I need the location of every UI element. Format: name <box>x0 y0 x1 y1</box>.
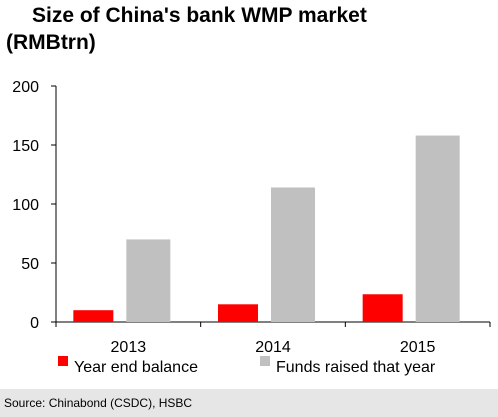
chart-title-line2: (RMBtrn) <box>6 31 96 54</box>
x-tick-label: 2015 <box>400 339 436 356</box>
y-tick-label: 0 <box>30 315 39 332</box>
x-tick-label: 2013 <box>111 339 147 356</box>
chart-title: Size of China's bank WMP market (RMBtrn) <box>6 2 486 56</box>
y-tick-label: 200 <box>12 79 39 96</box>
y-tick-label: 50 <box>21 256 39 273</box>
bar-funds-raised-2014 <box>271 187 315 322</box>
bar-year-end-balance-2013 <box>73 310 114 322</box>
bar-chart: 0 50 100 150 200 2013 2014 2015 Year end balance… <box>12 79 491 376</box>
legend-swatch <box>260 356 270 366</box>
source-note: Source: Chinabond (CSDC), HSBC <box>0 389 498 417</box>
legend-label: Funds raised that year <box>276 359 436 376</box>
y-tick-label: 150 <box>12 138 39 155</box>
y-tick-label: 100 <box>12 197 39 214</box>
legend-swatch <box>58 356 68 366</box>
bar-year-end-balance-2014 <box>218 304 258 322</box>
legend-label: Year end balance <box>74 359 198 376</box>
chart-title-line1: Size of China's bank WMP market <box>32 4 367 27</box>
bar-funds-raised-2013 <box>126 239 171 322</box>
bar-year-end-balance-2015 <box>362 294 403 322</box>
bar-funds-raised-2015 <box>415 135 460 322</box>
x-tick-label: 2014 <box>255 339 291 356</box>
